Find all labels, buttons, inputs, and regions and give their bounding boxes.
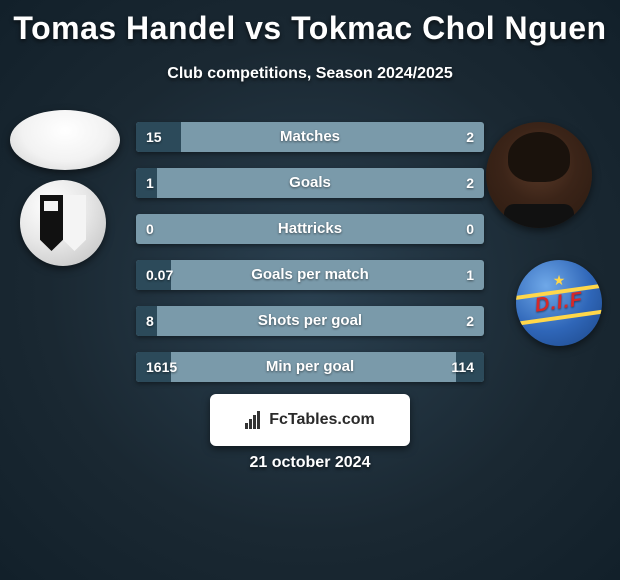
- brand-logo-icon: [245, 411, 263, 429]
- stat-row: 1615114Min per goal: [136, 352, 484, 382]
- stat-label: Shots per goal: [136, 306, 484, 336]
- star-icon: ★: [553, 272, 566, 289]
- page-title: Tomas Handel vs Tokmac Chol Nguen: [0, 0, 620, 47]
- stat-label: Hattricks: [136, 214, 484, 244]
- player-right-avatar: [486, 122, 592, 228]
- stat-label: Matches: [136, 122, 484, 152]
- date-text: 21 october 2024: [0, 454, 620, 472]
- stat-row: 00Hattricks: [136, 214, 484, 244]
- subtitle: Club competitions, Season 2024/2025: [0, 65, 620, 83]
- stat-label: Goals: [136, 168, 484, 198]
- club-right-badge: ★ D.I.F: [516, 260, 602, 346]
- stats-container: 152Matches 12Goals 00Hattricks 0.071Goals p…: [136, 122, 484, 398]
- stat-row: 152Matches: [136, 122, 484, 152]
- stat-row: 0.071Goals per match: [136, 260, 484, 290]
- player-left-avatar: [10, 110, 120, 170]
- stat-label: Min per goal: [136, 352, 484, 382]
- club-left-shield-icon: [40, 195, 86, 251]
- stat-row: 82Shots per goal: [136, 306, 484, 336]
- club-left-badge: [20, 180, 106, 266]
- brand-box[interactable]: FcTables.com: [210, 394, 410, 446]
- stat-row: 12Goals: [136, 168, 484, 198]
- stat-label: Goals per match: [136, 260, 484, 290]
- brand-text: FcTables.com: [269, 411, 375, 429]
